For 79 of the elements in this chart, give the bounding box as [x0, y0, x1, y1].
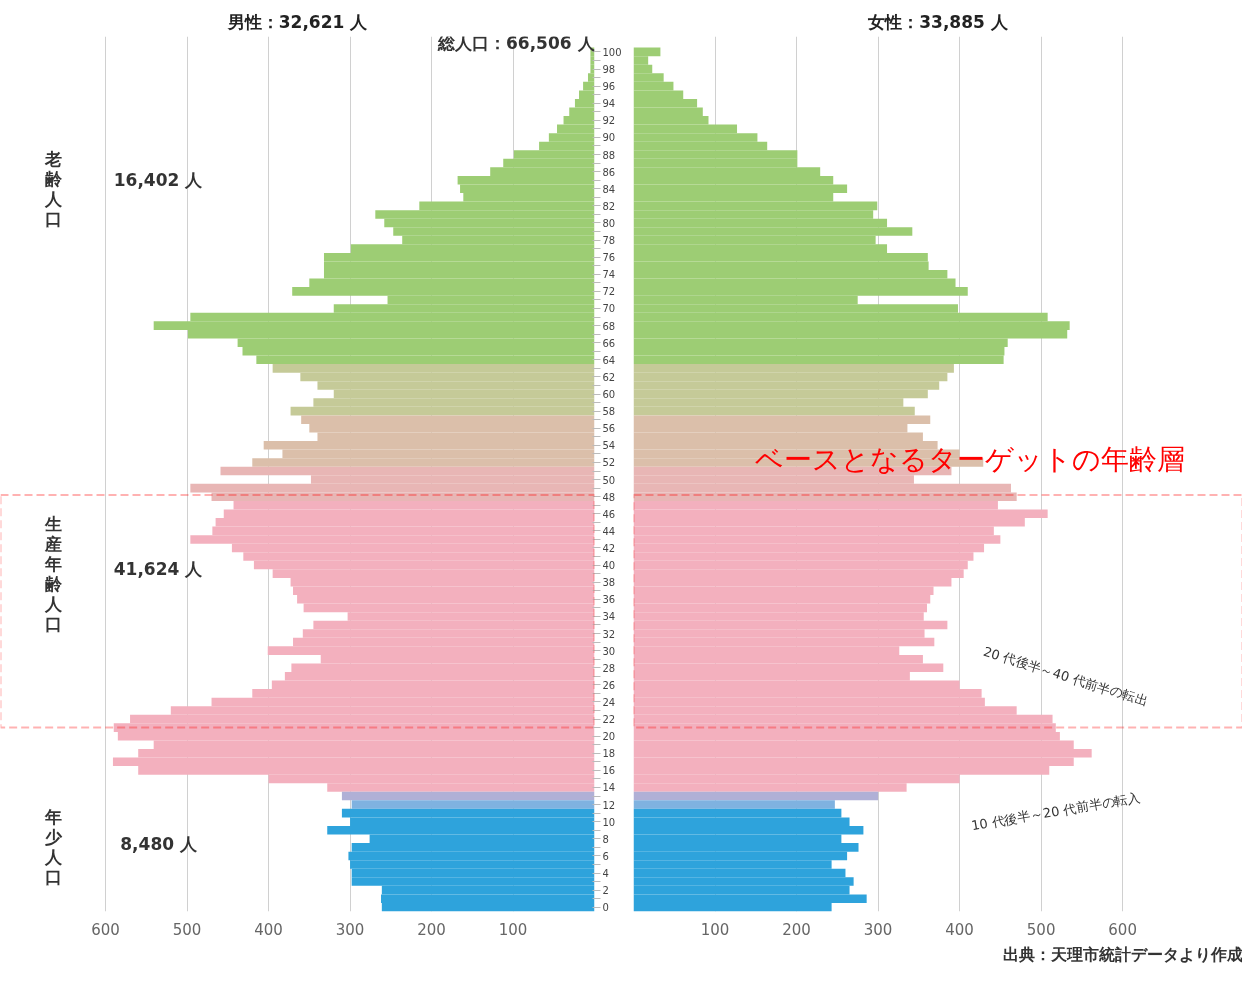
y-tick-label: 10 [602, 816, 616, 828]
y-tick-label: 86 [602, 166, 616, 178]
y-tick-label: 82 [602, 200, 616, 212]
x-tick-label: 600 [91, 920, 120, 939]
y-tick-label: 88 [602, 149, 616, 161]
annotation: 10 代後半～20 代前半の転入 [970, 789, 1142, 834]
annotation: 8,480 人 [120, 833, 198, 854]
bar [633, 800, 835, 809]
y-tick-label: 18 [602, 748, 616, 760]
y-tick-label: 24 [602, 696, 616, 708]
y-tick-label: 36 [602, 594, 616, 606]
y-tick-label: 62 [602, 371, 616, 383]
annotation: 年少人口 [43, 807, 63, 888]
y-tick-label: 78 [602, 235, 616, 247]
y-tick-label: 50 [602, 474, 616, 486]
y-tick-label: 70 [602, 303, 616, 315]
bar [351, 800, 595, 809]
y-tick-label: 48 [602, 491, 616, 503]
y-tick-label: 60 [602, 389, 616, 401]
y-tick-label: 2 [602, 885, 609, 897]
y-tick-label: 98 [602, 64, 616, 75]
x-tick-label: 100 [700, 920, 730, 939]
y-tick-label: 64 [602, 354, 616, 366]
x-tick-label: 600 [1108, 920, 1137, 939]
y-tick-label: 94 [602, 98, 616, 110]
y-tick-label: 74 [602, 269, 616, 281]
x-tick-label: 200 [417, 920, 446, 939]
y-tick-label: 8 [602, 833, 609, 845]
chart-title: 男性：32,621 人 [226, 11, 369, 32]
x-tick-label: 100 [498, 920, 528, 939]
annotation: ベースとなるターゲットの年齢層 [755, 444, 1186, 476]
x-tick-label: 300 [335, 920, 365, 939]
y-tick-label: 6 [602, 850, 609, 862]
y-tick-label: 12 [602, 799, 616, 811]
bar [341, 791, 595, 801]
y-tick-label: 66 [602, 337, 616, 349]
y-tick-label: 26 [602, 679, 616, 691]
y-tick-label: 34 [602, 611, 616, 623]
source-note: 出典：天理市統計データより作成 [1002, 944, 1242, 964]
y-tick-label: 52 [602, 457, 616, 469]
y-tick-label: 0 [602, 902, 609, 914]
y-tick-label: 14 [602, 782, 616, 794]
y-tick-label: 90 [602, 132, 616, 144]
annotation: 20 代後半～40 代前半の転出 [981, 643, 1150, 709]
y-tick-label: 42 [602, 542, 616, 554]
y-tick-label: 54 [602, 440, 616, 452]
y-tick-label: 28 [602, 662, 616, 674]
chart-title: 女性：33,885 人 [867, 11, 1009, 32]
y-tick-label: 100 [602, 46, 622, 58]
y-tick-label: 96 [602, 81, 616, 93]
y-tick-label: 76 [602, 252, 616, 264]
y-tick-label: 84 [602, 183, 616, 195]
x-tick-label: 200 [782, 920, 811, 939]
y-tick-label: 58 [602, 406, 616, 418]
x-tick-label: 500 [172, 920, 202, 939]
x-tick-label: 400 [945, 920, 974, 939]
x-tick-label: 500 [1026, 920, 1056, 939]
x-tick-label: 300 [863, 920, 893, 939]
bar [633, 791, 879, 801]
y-tick-label: 4 [602, 868, 609, 880]
y-tick-label: 20 [602, 731, 616, 743]
annotation: 生産年齢人口 [43, 513, 63, 634]
y-tick-label: 38 [602, 577, 616, 589]
y-tick-label: 22 [602, 714, 616, 726]
annotation: 16,402 人 [113, 170, 204, 191]
y-tick-label: 16 [602, 765, 616, 777]
y-tick-label: 80 [602, 217, 616, 229]
y-tick-label: 56 [602, 423, 616, 435]
y-tick-label: 32 [602, 628, 616, 640]
x-tick-label: 400 [254, 920, 283, 939]
annotation: 老齢人口 [43, 148, 63, 229]
y-tick-label: 46 [602, 508, 616, 520]
y-tick-label: 92 [602, 115, 616, 127]
y-tick-label: 30 [602, 645, 616, 657]
y-tick-label: 44 [602, 525, 616, 537]
annotation: 41,624 人 [113, 559, 204, 580]
y-tick-label: 68 [602, 320, 616, 332]
y-tick-label: 40 [602, 560, 616, 572]
y-tick-label: 72 [602, 286, 616, 298]
